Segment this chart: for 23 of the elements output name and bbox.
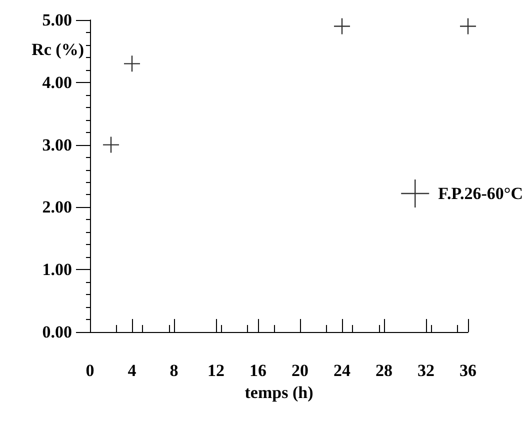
y-tick-label: 3.00	[42, 135, 72, 154]
x-tick-label: 8	[170, 361, 178, 380]
y-tick-label: 4.00	[42, 72, 72, 92]
y-tick-label: 2.00	[42, 198, 72, 217]
y-tick-label: 5.00	[42, 10, 72, 30]
y-tick-label: 0.00	[42, 322, 72, 342]
point	[459, 18, 477, 35]
x-tick-label: 36	[460, 361, 476, 380]
x-tick-label: 20	[292, 361, 308, 380]
x-tick-label: 28	[376, 361, 392, 380]
x-tick-label: 4	[128, 361, 137, 380]
x-axis-title: temps (h)	[244, 382, 314, 402]
point	[123, 55, 141, 72]
y-axis-title: Rc (%)	[32, 40, 84, 59]
y-tick-label: 1.00	[42, 260, 72, 280]
x-tick-label: 16	[250, 361, 266, 380]
x-tick-label: 0	[86, 361, 94, 380]
x-tick-label: 12	[208, 361, 224, 380]
x-tick-label: 32	[418, 361, 434, 380]
point	[333, 18, 351, 35]
x-tick-label: 24	[334, 361, 351, 380]
legend-label: F.P.26-60°C	[438, 184, 524, 203]
point	[102, 136, 120, 154]
